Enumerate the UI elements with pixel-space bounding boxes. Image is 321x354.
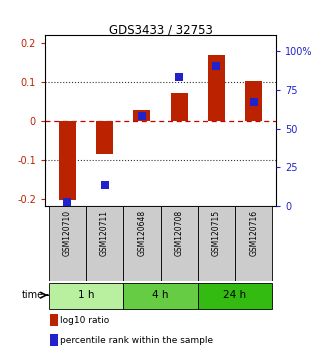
Bar	[96, 121, 113, 154]
Point	[139, 113, 144, 119]
Text: time: time	[22, 290, 44, 300]
Text: GDS3433 / 32753: GDS3433 / 32753	[108, 23, 213, 36]
Text: 4 h: 4 h	[152, 290, 169, 300]
Bar	[171, 93, 187, 121]
Bar	[235, 206, 272, 281]
Text: GSM120716: GSM120716	[249, 210, 258, 256]
Bar	[245, 81, 262, 121]
Bar	[208, 55, 225, 121]
Bar	[198, 282, 272, 309]
Text: GSM120710: GSM120710	[63, 210, 72, 256]
Bar	[160, 206, 198, 281]
Point	[214, 64, 219, 69]
Text: percentile rank within the sample: percentile rank within the sample	[60, 336, 213, 344]
Bar	[49, 314, 58, 326]
Bar	[49, 282, 123, 309]
Bar	[49, 206, 86, 281]
Bar	[49, 335, 58, 346]
Text: GSM120648: GSM120648	[137, 210, 146, 256]
Text: GSM120715: GSM120715	[212, 210, 221, 256]
Text: GSM120711: GSM120711	[100, 210, 109, 256]
Text: log10 ratio: log10 ratio	[60, 315, 109, 325]
Point	[177, 74, 182, 80]
Text: 24 h: 24 h	[223, 290, 247, 300]
Bar	[198, 206, 235, 281]
Bar	[86, 206, 123, 281]
Point	[251, 99, 256, 105]
Bar	[59, 121, 76, 200]
Point	[102, 182, 107, 187]
Text: 1 h: 1 h	[78, 290, 94, 300]
Point	[65, 199, 70, 205]
Bar	[123, 282, 198, 309]
Text: GSM120708: GSM120708	[175, 210, 184, 256]
Bar	[123, 206, 160, 281]
Bar	[134, 110, 150, 121]
